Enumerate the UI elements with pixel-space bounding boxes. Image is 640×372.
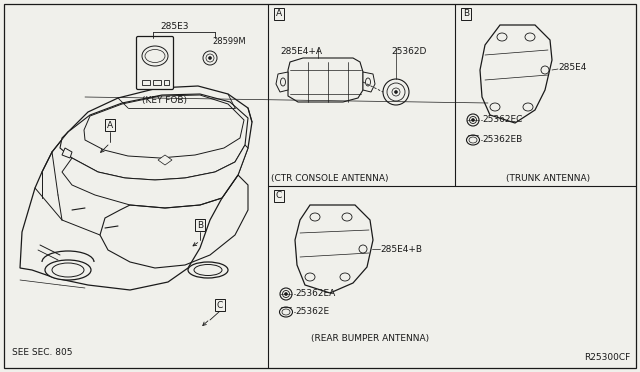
Polygon shape	[288, 58, 363, 102]
Ellipse shape	[342, 213, 352, 221]
Text: (KEY FOB): (KEY FOB)	[143, 96, 188, 105]
Ellipse shape	[525, 33, 535, 41]
Ellipse shape	[285, 292, 287, 295]
Polygon shape	[62, 145, 248, 208]
Ellipse shape	[142, 46, 168, 66]
Ellipse shape	[194, 264, 222, 276]
Ellipse shape	[470, 116, 477, 124]
Text: 25362D: 25362D	[391, 47, 426, 56]
Text: C: C	[276, 192, 282, 201]
Polygon shape	[60, 94, 248, 180]
Text: C: C	[217, 301, 223, 310]
Text: (TRUNK ANTENNA): (TRUNK ANTENNA)	[506, 174, 590, 183]
Text: B: B	[463, 10, 469, 19]
Ellipse shape	[209, 57, 211, 60]
Polygon shape	[84, 95, 244, 158]
Bar	[164, 80, 169, 85]
Text: (CTR CONSOLE ANTENNA): (CTR CONSOLE ANTENNA)	[271, 174, 388, 183]
Ellipse shape	[394, 90, 397, 93]
Polygon shape	[480, 25, 552, 123]
Text: 285E4: 285E4	[558, 62, 586, 71]
Text: 25362EC: 25362EC	[482, 115, 522, 125]
Text: (REAR BUMPER ANTENNA): (REAR BUMPER ANTENNA)	[311, 334, 429, 343]
Text: 25362E: 25362E	[295, 308, 329, 317]
Ellipse shape	[188, 262, 228, 278]
Ellipse shape	[310, 213, 320, 221]
Ellipse shape	[472, 119, 474, 122]
Ellipse shape	[282, 309, 290, 315]
Ellipse shape	[490, 103, 500, 111]
Polygon shape	[295, 205, 373, 293]
Ellipse shape	[467, 114, 479, 126]
Ellipse shape	[523, 103, 533, 111]
Ellipse shape	[392, 88, 400, 96]
Text: A: A	[107, 121, 113, 129]
Ellipse shape	[387, 83, 405, 101]
Ellipse shape	[541, 66, 549, 74]
Polygon shape	[276, 72, 288, 92]
Ellipse shape	[52, 263, 84, 277]
Ellipse shape	[282, 291, 289, 298]
Text: A: A	[276, 10, 282, 19]
Bar	[142, 80, 150, 85]
Ellipse shape	[383, 79, 409, 105]
Text: 25362EB: 25362EB	[482, 135, 522, 144]
Ellipse shape	[497, 33, 507, 41]
Ellipse shape	[280, 307, 292, 317]
Text: SEE SEC. 805: SEE SEC. 805	[12, 348, 72, 357]
Text: 285E4+B: 285E4+B	[380, 244, 422, 253]
Text: B: B	[197, 221, 203, 230]
Ellipse shape	[45, 260, 91, 280]
Ellipse shape	[145, 49, 165, 62]
Text: 25362EA: 25362EA	[295, 289, 335, 298]
Ellipse shape	[365, 78, 371, 86]
Ellipse shape	[206, 54, 214, 62]
Ellipse shape	[203, 51, 217, 65]
Bar	[153, 80, 161, 85]
Polygon shape	[363, 72, 375, 92]
Ellipse shape	[280, 78, 285, 86]
Polygon shape	[158, 155, 172, 165]
Ellipse shape	[280, 288, 292, 300]
Ellipse shape	[359, 245, 367, 253]
Text: 28599M: 28599M	[212, 37, 246, 46]
Text: 285E3: 285E3	[161, 22, 189, 31]
Text: R25300CF: R25300CF	[584, 353, 630, 362]
Ellipse shape	[340, 273, 350, 281]
Ellipse shape	[467, 135, 479, 145]
FancyBboxPatch shape	[136, 36, 173, 90]
Polygon shape	[62, 148, 72, 158]
Ellipse shape	[305, 273, 315, 281]
Ellipse shape	[469, 137, 477, 143]
Text: 285E4+A: 285E4+A	[280, 47, 322, 56]
